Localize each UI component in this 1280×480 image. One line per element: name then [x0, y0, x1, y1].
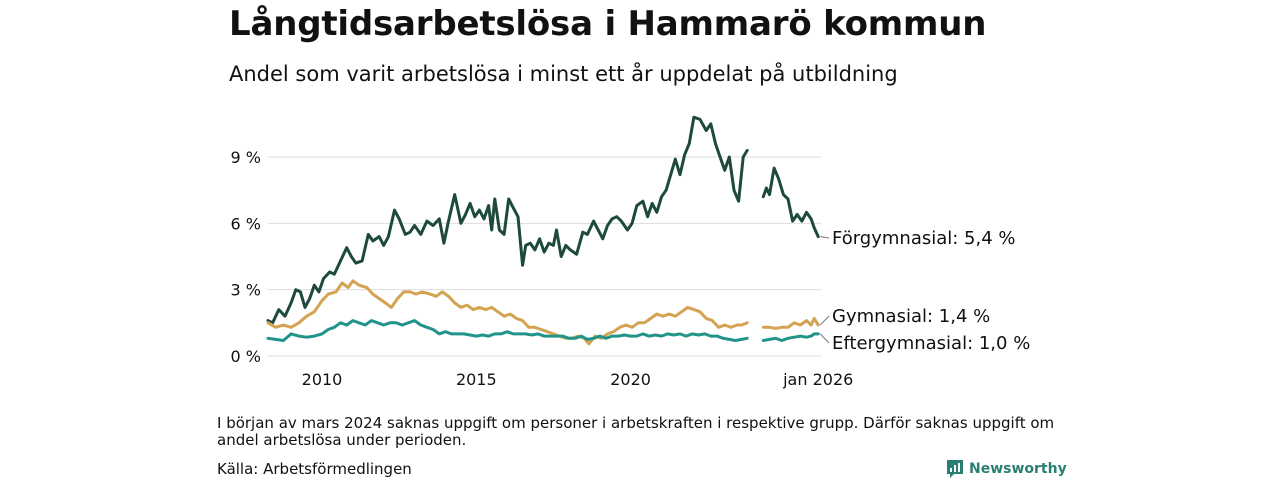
chart-bubble-icon — [947, 460, 963, 478]
chart-title: Långtidsarbetslösa i Hammarö kommun — [229, 4, 987, 44]
y-tick-label: 3 % — [231, 281, 261, 300]
x-tick-label: 2010 — [302, 370, 343, 389]
source-text: Källa: Arbetsförmedlingen — [217, 460, 412, 478]
series-line-gymnasial — [266, 279, 820, 346]
series-label-gymnasial: Gymnasial: 1,4 % — [832, 306, 990, 327]
y-tick-label: 6 % — [231, 214, 261, 233]
x-tick-label: 2015 — [456, 370, 497, 389]
series-lines — [266, 115, 820, 346]
y-tick-label: 9 % — [231, 148, 261, 167]
y-axis: 0 % 3 % 6 % 9 % — [231, 148, 261, 366]
series-label-förgymnasial: Förgymnasial: 5,4 % — [832, 228, 1016, 249]
series-line-eftergymnasial — [266, 319, 820, 342]
label-leader-förgymnasial — [820, 236, 830, 239]
x-tick-label: 2020 — [610, 370, 651, 389]
x-tick-label: jan 2026 — [782, 370, 853, 389]
x-axis: 2010 2015 2020 jan 2026 — [302, 370, 854, 389]
y-tick-label: 0 % — [231, 347, 261, 366]
label-leader-gymnasial — [819, 315, 830, 326]
chart-subtitle: Andel som varit arbetslösa i minst ett å… — [229, 62, 898, 86]
newsworthy-logo[interactable]: Newsworthy — [946, 459, 1067, 479]
series-line-förgymnasial — [266, 115, 820, 325]
label-leader-eftergymnasial — [819, 333, 830, 344]
series-labels: Förgymnasial: 5,4 % Gymnasial: 1,4 % Efter… — [819, 228, 1030, 354]
series-label-eftergymnasial: Eftergymnasial: 1,0 % — [832, 333, 1030, 354]
brand-name: Newsworthy — [969, 461, 1067, 477]
footnote: I början av mars 2024 saknas uppgift om … — [217, 414, 1055, 449]
